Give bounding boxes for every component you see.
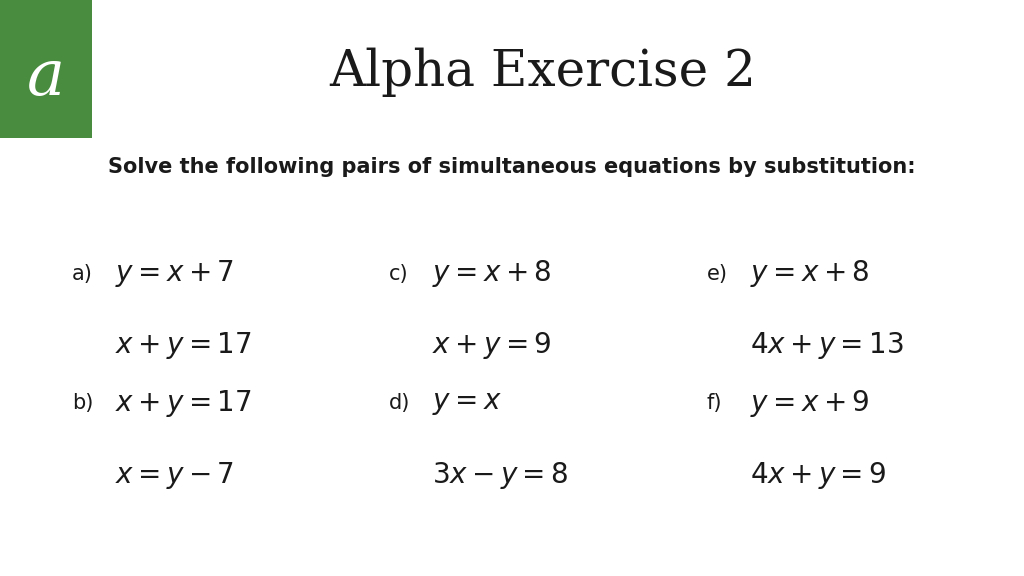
Text: Alpha Exercise 2: Alpha Exercise 2 bbox=[330, 47, 756, 97]
FancyBboxPatch shape bbox=[0, 0, 92, 138]
Text: $y = x + 9$: $y = x + 9$ bbox=[750, 388, 869, 419]
Text: $x + y = 9$: $x + y = 9$ bbox=[432, 330, 552, 361]
Text: $x = y - 7$: $x = y - 7$ bbox=[115, 460, 233, 491]
Text: $x + y = 17$: $x + y = 17$ bbox=[115, 330, 251, 361]
Text: $4x + y = 9$: $4x + y = 9$ bbox=[750, 460, 886, 491]
Text: $y = x + 8$: $y = x + 8$ bbox=[432, 258, 552, 289]
Text: e): e) bbox=[707, 264, 728, 283]
Text: d): d) bbox=[389, 393, 411, 413]
Text: f): f) bbox=[707, 393, 722, 413]
Text: a): a) bbox=[72, 264, 92, 283]
Text: Solve the following pairs of simultaneous equations by substitution:: Solve the following pairs of simultaneou… bbox=[109, 157, 915, 177]
Text: c): c) bbox=[389, 264, 409, 283]
Text: $y = x + 7$: $y = x + 7$ bbox=[115, 258, 233, 289]
Text: $4x + y = 13$: $4x + y = 13$ bbox=[750, 330, 903, 361]
Text: $x + y = 17$: $x + y = 17$ bbox=[115, 388, 251, 419]
Text: $3x - y = 8$: $3x - y = 8$ bbox=[432, 460, 568, 491]
Text: $y = x + 8$: $y = x + 8$ bbox=[750, 258, 869, 289]
Text: $y = x$: $y = x$ bbox=[432, 390, 502, 416]
Text: b): b) bbox=[72, 393, 93, 413]
Text: a: a bbox=[27, 47, 66, 108]
